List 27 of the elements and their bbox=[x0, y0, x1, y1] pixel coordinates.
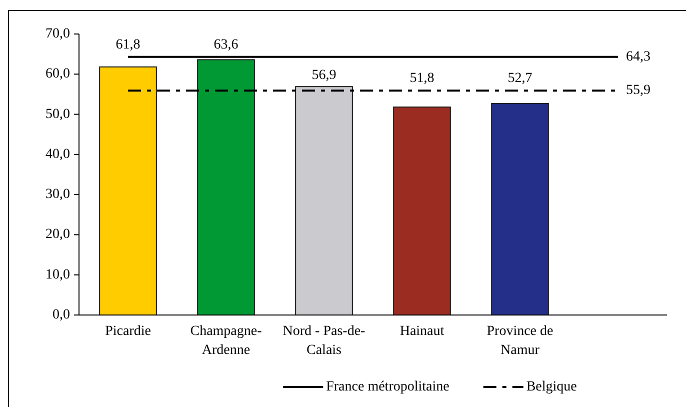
bar bbox=[295, 86, 353, 316]
y-tick-label: 40,0 bbox=[46, 146, 70, 162]
y-tick-label: 20,0 bbox=[46, 227, 70, 242]
bar bbox=[197, 59, 255, 316]
y-tick-label: 0,0 bbox=[52, 308, 70, 322]
data-label: 56,9 bbox=[312, 68, 336, 84]
bar bbox=[491, 102, 549, 316]
y-tick-label: 60,0 bbox=[46, 66, 70, 82]
x-tick-label: Champagne-Ardenne bbox=[190, 324, 262, 358]
x-tick-label: Hainaut bbox=[400, 324, 444, 339]
legend-label: Belgique bbox=[526, 380, 577, 394]
data-label: 52,7 bbox=[508, 71, 532, 86]
data-label: 55,9 bbox=[626, 83, 650, 98]
y-tick-label: 70,0 bbox=[46, 26, 70, 42]
x-tick-label: Nord - Pas-de-Calais bbox=[282, 324, 366, 358]
data-label: 63,6 bbox=[214, 37, 238, 52]
x-tick-label: Picardie bbox=[105, 324, 151, 339]
y-tick-label: 50,0 bbox=[46, 106, 70, 122]
y-tick-label: 30,0 bbox=[46, 187, 70, 202]
x-tick-label: Province de Namur bbox=[486, 324, 554, 358]
bar bbox=[99, 66, 157, 316]
y-tick-label: 10,0 bbox=[46, 267, 70, 282]
data-label: 64,3 bbox=[626, 49, 650, 64]
legend-label: France métropolitaine bbox=[326, 380, 450, 394]
bar bbox=[393, 106, 451, 316]
data-label: 51,8 bbox=[410, 71, 434, 86]
data-label: 61,8 bbox=[116, 37, 140, 52]
